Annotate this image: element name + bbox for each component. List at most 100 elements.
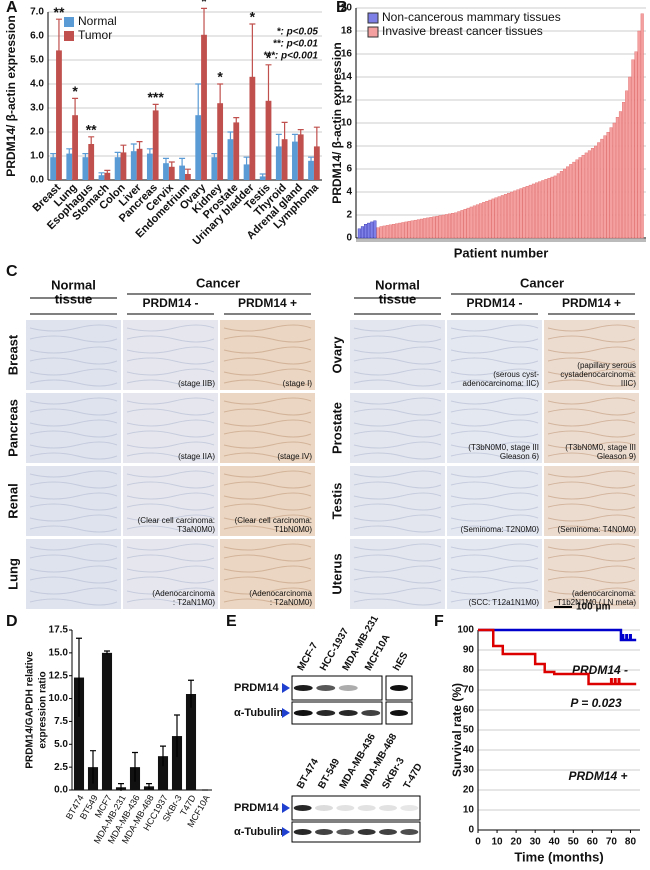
- bar: [56, 50, 62, 181]
- y-tick-label: 5.0: [30, 55, 44, 66]
- blot-band: [338, 685, 358, 691]
- tissue-texture: [126, 441, 215, 449]
- bar: [500, 195, 504, 239]
- tissue-texture: [29, 379, 118, 387]
- bar: [451, 213, 455, 239]
- tissue-texture: [547, 587, 636, 595]
- tissue-texture: [353, 481, 442, 489]
- bar: [562, 168, 567, 239]
- tissue-texture: [223, 452, 312, 460]
- tissue-texture: [126, 492, 215, 500]
- y-tick-label: 4: [346, 187, 352, 198]
- tissue-texture: [29, 357, 118, 365]
- tissue-texture: [547, 554, 636, 562]
- tissue-texture: [547, 408, 636, 416]
- tissue-texture: [126, 514, 215, 522]
- error-bar: [136, 141, 143, 156]
- bar: [50, 157, 57, 180]
- tissue-texture: [353, 379, 442, 387]
- tissue-texture: [29, 430, 118, 438]
- bar: [297, 134, 304, 180]
- bar: [265, 100, 272, 180]
- blot-band: [390, 685, 408, 691]
- survival-curve: [478, 628, 637, 686]
- y-tick-label: 60: [463, 705, 475, 716]
- error-bar: [243, 156, 250, 172]
- tissue-texture: [223, 379, 312, 387]
- bar: [398, 222, 402, 239]
- row-marker: [282, 827, 290, 837]
- tissue-texture: [223, 419, 312, 427]
- bar: [407, 221, 411, 239]
- significance: *: [72, 83, 78, 99]
- bar: [510, 191, 514, 239]
- tissue-texture: [29, 543, 118, 551]
- bar: [308, 160, 314, 180]
- tissue-texture: [126, 452, 215, 460]
- tissue-texture: [223, 503, 312, 511]
- bar: [146, 153, 153, 180]
- bar: [410, 220, 414, 239]
- bar: [357, 228, 361, 239]
- y-tick-label: 0.0: [30, 175, 44, 186]
- micrograph: [220, 320, 315, 390]
- tissue-texture: [547, 514, 636, 522]
- tissue-texture: [450, 587, 539, 595]
- tissue-texture: [353, 470, 442, 478]
- panel-letter: A: [6, 0, 18, 16]
- tissue-texture: [29, 470, 118, 478]
- error-bar: [76, 637, 82, 717]
- tissue-texture: [450, 481, 539, 489]
- bar: [120, 152, 127, 180]
- tissue-texture: [353, 554, 442, 562]
- tissue-texture: [29, 565, 118, 573]
- y-tick-label: 20: [341, 3, 353, 14]
- bar: [441, 214, 445, 239]
- scale-label: 100 μm: [576, 602, 611, 613]
- bar: [429, 217, 433, 239]
- blot-band: [293, 710, 313, 716]
- bar: [364, 223, 368, 239]
- tissue-texture: [126, 554, 215, 562]
- column-header: PRDM14 +: [562, 296, 621, 310]
- panel-letter: E: [226, 613, 237, 630]
- bar: [597, 142, 601, 239]
- bar: [136, 148, 143, 180]
- tissue-texture: [29, 514, 118, 522]
- tissue-texture: [547, 598, 636, 606]
- error-bar: [291, 133, 298, 149]
- tissue-texture: [353, 525, 442, 533]
- tissue-texture: [223, 324, 312, 332]
- blot-band: [400, 805, 419, 811]
- y-tick-label: 30: [463, 765, 475, 776]
- tissue-texture: [353, 598, 442, 606]
- bar: [463, 209, 467, 239]
- tissue-texture: [126, 470, 215, 478]
- bar: [275, 146, 282, 180]
- bar: [426, 217, 430, 239]
- tissue-texture: [547, 357, 636, 365]
- tissue-texture: [450, 543, 539, 551]
- blot-band: [361, 710, 381, 716]
- micrograph: [26, 539, 121, 609]
- panel-letter: F: [434, 613, 444, 630]
- error-bar: [259, 173, 266, 179]
- bar: [606, 131, 610, 239]
- row-label: PRDM14: [234, 802, 280, 814]
- y-tick-label: 70: [463, 685, 475, 696]
- tissue-texture: [29, 525, 118, 533]
- bar: [519, 188, 523, 239]
- y-tick-label: 20: [463, 785, 475, 796]
- legend-label: Normal: [78, 14, 117, 28]
- series-label: PRDM14 +: [568, 769, 627, 783]
- y-axis-label: expression ratio: [38, 671, 49, 748]
- error-bar: [72, 97, 79, 132]
- bar: [73, 677, 85, 790]
- tissue-texture: [353, 368, 442, 376]
- bar: [550, 176, 554, 239]
- error-bar: [227, 131, 234, 147]
- micrograph: [350, 393, 445, 463]
- bar: [104, 172, 111, 180]
- error-bar: [249, 23, 256, 130]
- tissue-texture: [353, 419, 442, 427]
